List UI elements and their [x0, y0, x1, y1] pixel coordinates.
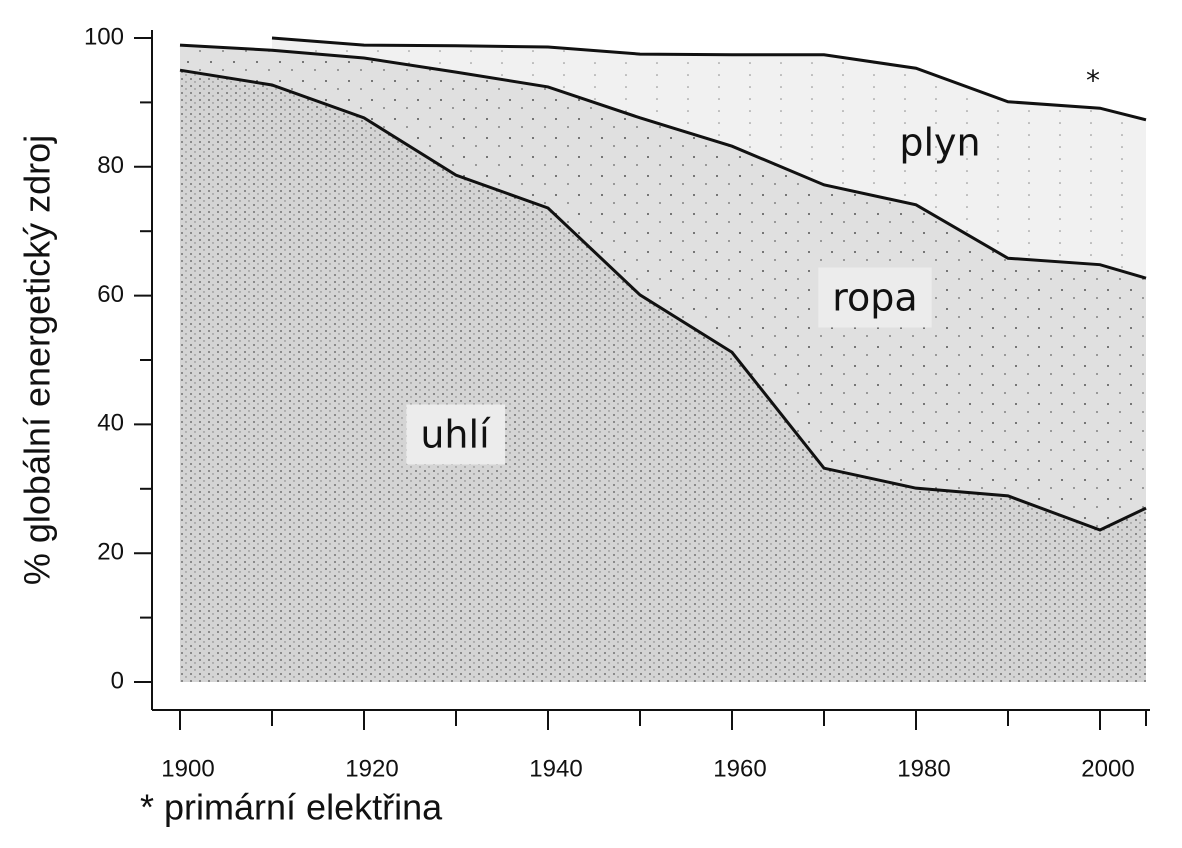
- x-tick-label: 1980: [897, 755, 950, 782]
- boundary-line: [179, 68, 1147, 532]
- y-tick-label: 0: [111, 667, 124, 694]
- boundary-line: [271, 36, 1147, 122]
- label-box: [406, 404, 506, 465]
- region-label: *: [1086, 64, 1100, 97]
- x-tick-label: 1920: [345, 755, 398, 782]
- y-tick-label: 20: [97, 539, 124, 566]
- y-axis-label: % globální energetický zdroj: [17, 135, 58, 585]
- x-tick-label: 1960: [713, 755, 766, 782]
- x-tick-label: 1940: [529, 755, 582, 782]
- region-label: ropa: [832, 276, 917, 320]
- area-texture: [180, 70, 1146, 682]
- x-tick-label: 1900: [161, 755, 214, 782]
- region-label: uhlí: [420, 413, 491, 457]
- plot-area: [179, 36, 1147, 682]
- region-label: plyn: [899, 121, 980, 165]
- y-tick-label: 80: [97, 152, 124, 179]
- y-tick-label: 40: [97, 410, 124, 437]
- area: [272, 38, 1146, 120]
- area-texture: [180, 45, 1146, 531]
- y-tick-label: 60: [97, 281, 124, 308]
- boundary-line: [179, 43, 1147, 280]
- area-texture: [272, 38, 1146, 279]
- y-tick-label: 100: [84, 23, 124, 50]
- footnote: * primární elektřina: [140, 787, 443, 828]
- x-tick-label: 2000: [1081, 755, 1134, 782]
- label-box: [818, 267, 932, 328]
